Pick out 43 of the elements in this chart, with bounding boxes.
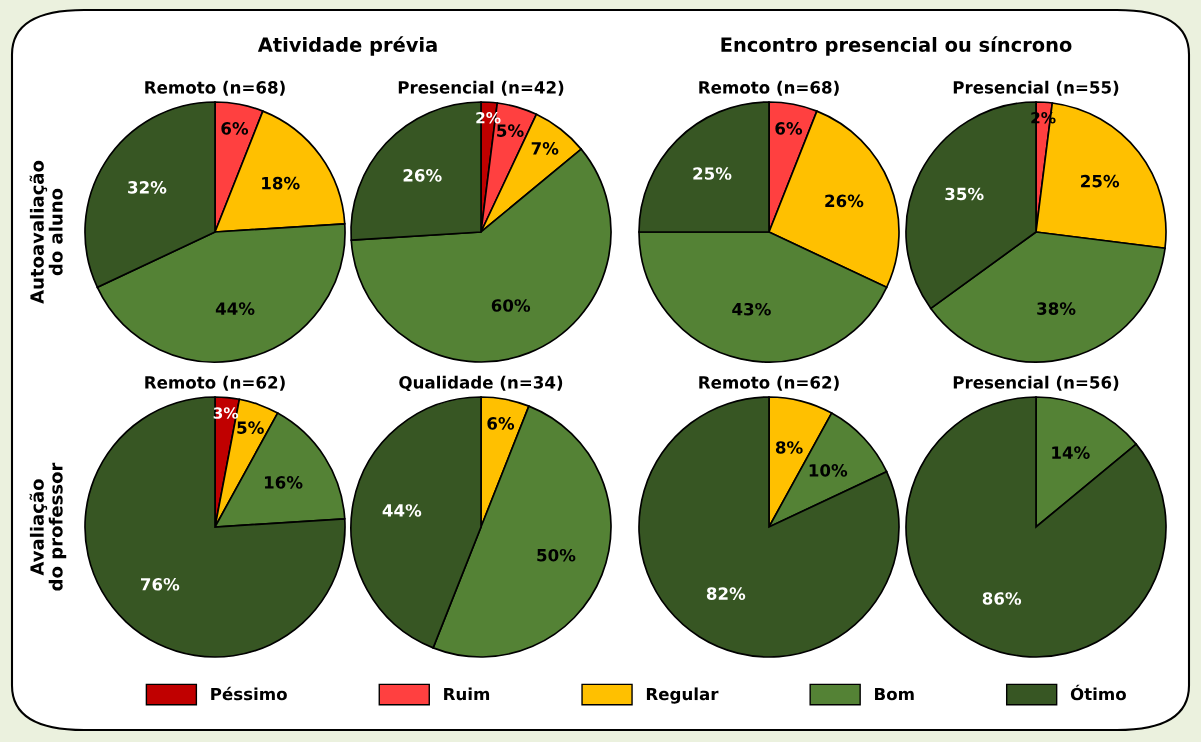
data-label: 6% <box>487 417 515 430</box>
data-label: 18% <box>262 176 300 190</box>
data-label: 35% <box>945 187 984 201</box>
data-label: 76% <box>140 577 180 591</box>
data-label: 6% <box>775 122 803 135</box>
data-label: 50% <box>537 548 576 562</box>
data-label: 25% <box>1081 174 1120 188</box>
data-label: 7% <box>531 142 559 155</box>
data-label: 44% <box>382 504 422 517</box>
chart-title: Qualidade (n=34) <box>399 375 563 391</box>
text: Atividade prévia <box>257 36 437 56</box>
data-label: 26% <box>403 169 442 182</box>
legend-label: Regular <box>646 687 719 704</box>
legend-label: Péssimo <box>211 686 287 701</box>
data-label: 60% <box>491 299 531 312</box>
data-label: 43% <box>732 302 771 316</box>
data-label: 82% <box>706 587 746 600</box>
legend-label: Ótimo <box>1070 684 1126 701</box>
data-label: 25% <box>693 167 732 180</box>
data-label: 10% <box>809 464 848 477</box>
data-label: 8% <box>775 441 803 454</box>
data-label: 6% <box>221 122 249 135</box>
data-label: 14% <box>1052 446 1090 459</box>
data-label: 44% <box>215 302 255 315</box>
chart-title: Presencial (n=42) <box>398 80 564 96</box>
data-label: 16% <box>264 476 303 489</box>
chart-title: Remoto (n=68) <box>699 80 839 96</box>
data-label: 32% <box>128 181 167 194</box>
chart-title: Presencial (n=55) <box>953 80 1119 96</box>
legend-label: Bom <box>875 687 914 701</box>
text: Avaliação do professor <box>29 462 67 591</box>
data-label: 38% <box>1037 302 1076 315</box>
chart-title: Remoto (n=68) <box>145 80 285 96</box>
chart-title: Remoto (n=62) <box>145 375 285 391</box>
legend-label: Ruim <box>444 687 490 701</box>
chart-title: Presencial (n=56) <box>953 375 1119 391</box>
data-label: 86% <box>982 592 1022 605</box>
text: Autoavaliação do aluno <box>29 160 63 304</box>
data-label: 26% <box>825 194 864 208</box>
data-label: 5% <box>237 421 264 434</box>
text: Encontro presencial ou síncrono <box>721 36 1072 56</box>
chart-title: Remoto (n=62) <box>699 375 839 391</box>
data-label: 5% <box>497 124 524 137</box>
